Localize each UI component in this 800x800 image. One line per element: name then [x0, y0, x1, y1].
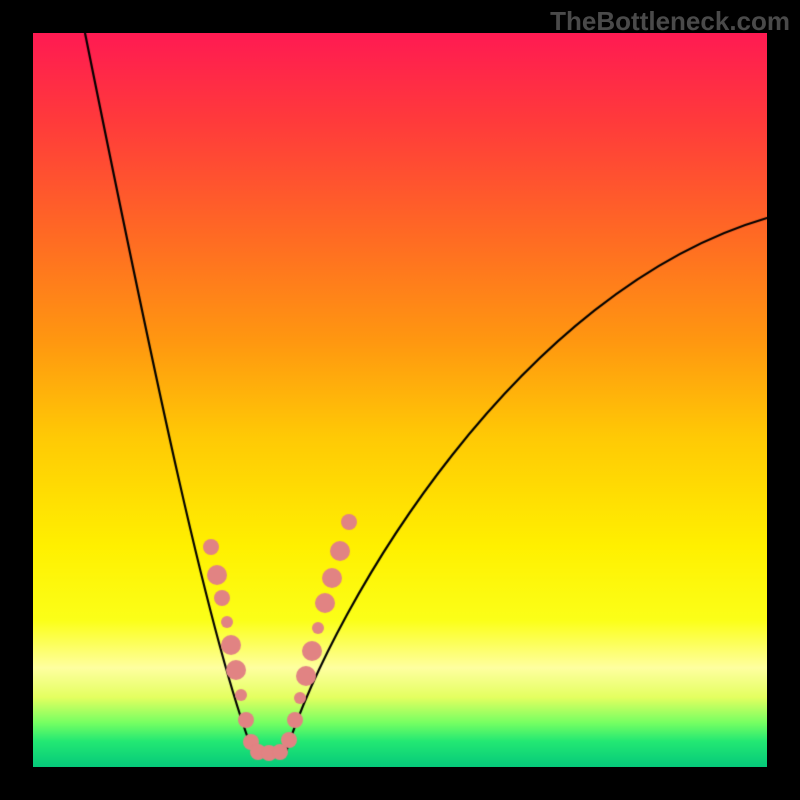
watermark-text: TheBottleneck.com	[550, 6, 790, 37]
plot-canvas	[0, 0, 800, 800]
chart-stage: TheBottleneck.com	[0, 0, 800, 800]
